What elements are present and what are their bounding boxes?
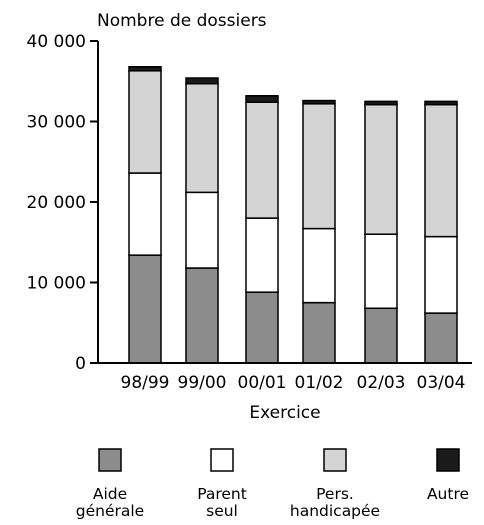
bar-segment	[364, 103, 398, 235]
x-tick-label: 99/00	[178, 373, 227, 393]
bar-segment	[364, 100, 398, 106]
y-tick-label: 20 000	[27, 193, 86, 213]
bar-stack	[128, 66, 162, 364]
bar-segment	[245, 94, 279, 103]
bars	[128, 66, 458, 364]
bar-stack	[245, 94, 279, 364]
bar-segment	[128, 66, 162, 72]
bar-segment	[128, 70, 162, 174]
legend-label: Parent	[197, 485, 247, 503]
y-tick-label: 0	[75, 354, 86, 374]
bar-segment	[364, 233, 398, 310]
y-tick-label: 30 000	[27, 113, 86, 133]
legend-item: Pers.handicapée	[290, 448, 380, 520]
bar-stack	[364, 100, 398, 364]
legend-label: Aide	[93, 485, 127, 503]
bar-segment	[302, 99, 336, 105]
bar-stack	[185, 77, 219, 364]
bar-segment	[245, 217, 279, 293]
bar-segment	[424, 312, 458, 364]
bar-segment	[302, 103, 336, 230]
bar-segment	[424, 103, 458, 238]
bar-segment	[245, 291, 279, 364]
bar-segment	[185, 77, 219, 85]
bar-segment	[424, 235, 458, 314]
x-axis-title: Exercice	[249, 403, 320, 423]
x-tick-label: 03/04	[417, 373, 466, 393]
legend-swatch	[98, 448, 122, 472]
y-axis: 0 10 000 20 000 30 000 40 000	[27, 32, 98, 374]
bar-segment	[128, 172, 162, 256]
legend-label: seul	[206, 502, 238, 520]
legend-swatch	[436, 448, 460, 472]
bar-stack	[424, 100, 458, 364]
legend-label: générale	[76, 502, 144, 520]
x-tick-label: 00/01	[238, 373, 287, 393]
bar-segment	[185, 267, 219, 364]
x-tick-label: 02/03	[357, 373, 406, 393]
y-tick-label: 40 000	[27, 32, 86, 52]
bar-segment	[302, 227, 336, 304]
bar-segment	[245, 101, 279, 219]
legend-label: Autre	[427, 485, 469, 503]
y-tick-label: 10 000	[27, 274, 86, 294]
x-tick-label: 01/02	[295, 373, 344, 393]
x-tick-label: 98/99	[121, 373, 170, 393]
legend-item: Autre	[427, 448, 469, 503]
bar-segment	[128, 254, 162, 364]
y-axis-title: Nombre de dossiers	[97, 11, 267, 31]
bar-segment	[424, 100, 458, 106]
legend-swatch	[210, 448, 234, 472]
bar-segment	[302, 301, 336, 364]
bar-segment	[185, 82, 219, 194]
x-axis: 98/99 99/00 00/01 01/02 02/03 03/04	[121, 373, 466, 393]
legend-label: handicapée	[290, 502, 380, 520]
bar-segment	[364, 307, 398, 364]
bar-segment	[185, 191, 219, 269]
bar-stack	[302, 99, 336, 364]
legend-label: Pers.	[316, 485, 354, 503]
legend-swatch	[323, 448, 347, 472]
